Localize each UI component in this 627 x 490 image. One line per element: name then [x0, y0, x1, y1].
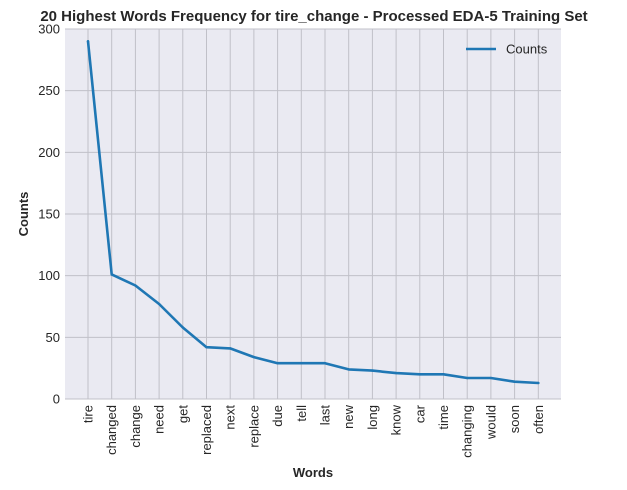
data-point — [347, 368, 350, 371]
data-point — [489, 376, 493, 380]
data-point — [537, 381, 540, 385]
data-point — [442, 373, 445, 376]
data-point — [513, 380, 516, 383]
x-tick-label: replace — [246, 405, 261, 448]
chart-title: 20 Highest Words Frequency for tire_chan… — [40, 8, 587, 25]
x-tick-label: changing — [460, 405, 475, 458]
x-axis-label: Words — [293, 465, 333, 480]
data-point — [394, 371, 398, 375]
data-point — [466, 376, 469, 380]
y-tick-label: 150 — [38, 207, 60, 222]
y-tick-label: 100 — [38, 268, 60, 283]
series-line-counts — [86, 39, 540, 385]
x-tick-label: last — [318, 405, 333, 426]
x-tick-label: time — [436, 405, 451, 430]
data-point — [86, 40, 90, 43]
series-lines — [86, 39, 540, 385]
data-point — [157, 302, 161, 306]
x-tick-label: tire — [81, 405, 96, 423]
data-point — [205, 346, 208, 349]
x-tick-label: new — [341, 404, 356, 428]
x-tick-label: know — [389, 404, 404, 435]
x-axis-ticks: tire changed change need get replaced next repl… — [81, 404, 546, 457]
x-tick-label: would — [483, 405, 498, 440]
data-point — [134, 284, 137, 287]
data-point — [276, 362, 279, 365]
y-tick-label: 200 — [38, 145, 60, 160]
x-tick-label: due — [270, 405, 285, 427]
y-tick-label: 300 — [38, 22, 60, 37]
y-tick-label: 250 — [38, 83, 60, 98]
x-tick-label: change — [128, 405, 143, 448]
x-tick-label: long — [365, 405, 380, 430]
x-tick-label: get — [175, 405, 190, 423]
data-point — [418, 373, 421, 376]
legend: Counts — [466, 42, 548, 57]
data-point — [300, 362, 303, 365]
data-point — [371, 369, 374, 372]
y-tick-label: 50 — [46, 330, 60, 345]
y-axis-ticks: 0 50 100 150 200 250 300 — [38, 22, 60, 407]
x-tick-label: next — [223, 405, 238, 430]
x-tick-label: replaced — [199, 405, 214, 455]
x-tick-label: tell — [294, 405, 309, 422]
data-point — [252, 355, 256, 359]
data-point — [229, 347, 232, 350]
x-tick-label: need — [152, 405, 167, 434]
data-point — [110, 273, 113, 276]
x-tick-label: soon — [507, 405, 522, 433]
x-tick-label: car — [412, 404, 427, 423]
data-point — [181, 326, 184, 329]
data-point — [323, 362, 327, 365]
y-axis-label: Counts — [16, 192, 31, 237]
x-tick-label: often — [531, 405, 546, 434]
x-tick-label: changed — [104, 405, 119, 455]
y-tick-label: 0 — [53, 392, 60, 407]
legend-label: Counts — [506, 42, 548, 57]
grid-lines — [65, 28, 561, 400]
